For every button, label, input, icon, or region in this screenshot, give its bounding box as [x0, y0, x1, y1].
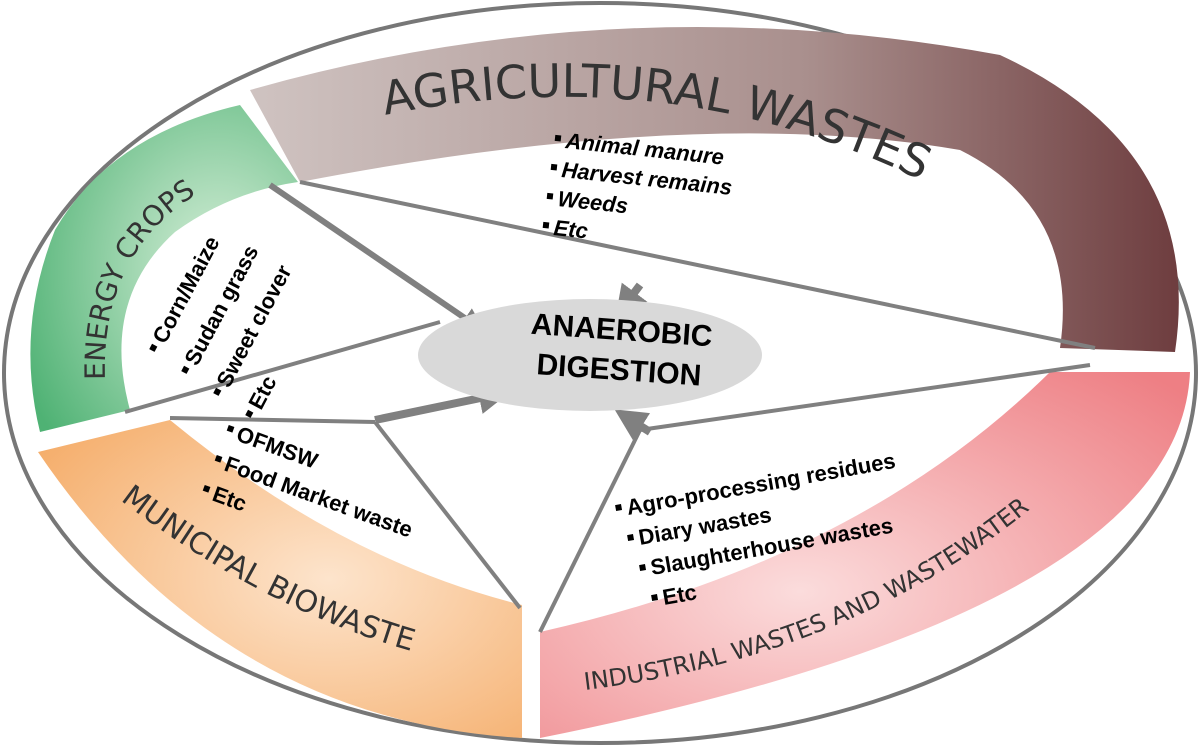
item-label: Etc: [552, 215, 589, 243]
energy-band: [30, 105, 299, 432]
bullet: [615, 504, 623, 512]
bullet: [627, 534, 635, 542]
bullet: [245, 409, 254, 418]
bullet: [546, 192, 554, 200]
item-group: Etc: [651, 579, 699, 610]
industrial-band: [540, 372, 1190, 738]
item-label: Etc: [661, 579, 699, 610]
bullet: [226, 424, 235, 433]
bullet: [542, 221, 550, 229]
bullet: [651, 594, 659, 602]
connectors: [124, 180, 1096, 633]
bullet: [202, 484, 211, 493]
center-node: [418, 299, 762, 411]
bullet: [181, 365, 190, 374]
bullet: [213, 387, 222, 396]
bullet: [550, 163, 558, 171]
agri-band: [250, 27, 1179, 353]
bullet: [149, 343, 158, 352]
item-group: Etc: [542, 215, 589, 244]
bullet: [639, 564, 647, 572]
bullet: [554, 134, 562, 142]
bullet: [214, 454, 223, 463]
municipal-band: [38, 420, 522, 738]
